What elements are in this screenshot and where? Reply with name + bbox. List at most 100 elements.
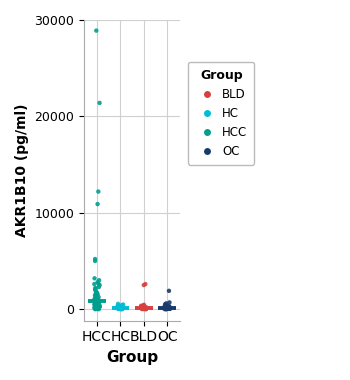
Point [118,306,124,312]
Point [167,306,173,312]
Point [115,306,121,312]
Point [95,201,100,207]
Point [92,302,97,308]
Point [93,306,99,312]
Point [140,306,146,312]
Point [162,306,167,312]
Point [120,301,126,307]
Point [141,304,147,310]
Point [96,306,101,312]
Point [119,303,125,309]
Point [97,304,102,310]
Y-axis label: AKR1B10 (pg/ml): AKR1B10 (pg/ml) [15,104,29,237]
Point [94,294,100,300]
Point [93,305,99,311]
Point [96,294,101,300]
Point [115,304,121,310]
Point [164,306,170,312]
Point [92,296,97,302]
Point [92,305,98,311]
Point [92,258,98,264]
Point [94,290,100,296]
Point [139,303,145,309]
Point [119,302,125,308]
Point [141,302,146,308]
Point [97,304,102,310]
Point [92,301,98,307]
Point [92,303,98,309]
Point [119,306,124,312]
Point [164,304,169,310]
Point [163,306,169,312]
Point [166,288,172,294]
Point [92,281,97,287]
Point [92,306,98,312]
Point [93,306,99,312]
Point [117,305,122,311]
Point [138,303,144,309]
Point [163,306,169,312]
Point [95,296,100,302]
Point [143,306,149,312]
Point [94,302,100,309]
Point [95,302,101,308]
Point [96,188,101,195]
Point [163,302,168,308]
Point [97,303,103,309]
Point [117,306,122,312]
Point [97,304,102,310]
Point [141,305,146,311]
Point [167,303,172,309]
Point [116,302,121,309]
Point [115,303,120,309]
Point [118,306,123,312]
Point [164,306,170,312]
Point [97,298,103,304]
Point [120,305,125,311]
Point [138,303,144,309]
Point [93,291,99,297]
Point [119,304,125,310]
Point [117,306,122,312]
Point [115,301,121,307]
Point [139,305,144,311]
Point [140,305,145,311]
Point [118,306,124,312]
Point [97,282,103,288]
Point [96,306,101,312]
Point [93,299,99,306]
Point [164,304,170,310]
Point [92,292,98,298]
Point [92,304,98,310]
Point [92,305,97,311]
Point [97,302,102,308]
Point [92,286,98,292]
Legend: BLD, HC, HCC, OC: BLD, HC, HCC, OC [188,62,254,165]
Point [140,304,145,310]
Point [93,305,99,311]
Point [93,293,99,299]
Point [162,304,167,310]
Point [143,304,149,310]
Point [93,306,99,312]
Point [141,306,147,312]
Point [141,282,147,288]
Point [92,297,98,303]
Point [142,304,147,310]
Point [143,306,149,312]
Point [93,289,99,295]
Point [92,256,98,262]
Point [144,306,149,312]
Point [139,306,145,312]
Point [143,306,148,312]
Point [117,304,122,310]
Point [120,306,125,312]
Point [119,304,124,310]
Point [95,304,100,310]
Point [142,306,147,312]
Point [95,292,100,298]
Point [93,28,99,34]
Point [92,300,98,306]
Point [95,296,100,302]
Point [92,287,98,293]
